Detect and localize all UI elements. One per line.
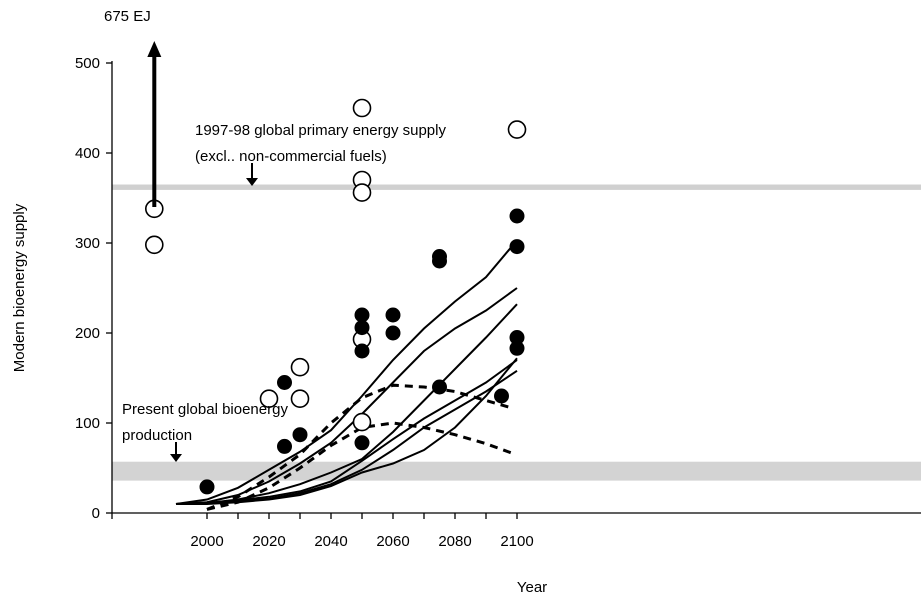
- filled-circle-point: [354, 343, 370, 359]
- x-axis-title: Year: [517, 579, 547, 596]
- present-production-label-line1: Present global bioenergy: [122, 401, 288, 418]
- open-circle-point: [507, 120, 527, 139]
- open-circle-point: [259, 389, 279, 409]
- primary-energy-supply-band: [112, 184, 921, 190]
- annotation-arrows: [147, 41, 258, 462]
- scenario-line-solid: [175, 287, 518, 505]
- filled-circle-point: [494, 388, 509, 404]
- primary-supply-label-line2: (excl.. non-commercial fuels): [195, 148, 387, 165]
- filled-circle-point: [385, 307, 401, 323]
- open-circle-point: [145, 235, 164, 255]
- filled-circle-point: [432, 379, 447, 395]
- y-tick-label: 300: [75, 235, 100, 252]
- y-tick-label: 0: [92, 505, 100, 522]
- x-tick-label: 2080: [438, 533, 471, 550]
- present-production-label-line2: production: [122, 427, 192, 444]
- scenario-line-dashed: [206, 421, 512, 511]
- filled-circle-point: [354, 435, 370, 451]
- reference-bands: [112, 184, 921, 481]
- present-production-arrow-head: [170, 454, 182, 462]
- scenario-line-solid: [175, 359, 518, 505]
- axes: 0 100 200 300 400 500 2000 2020 2040 2060 2080 2100: [75, 55, 921, 550]
- x-tick-label: 2000: [190, 533, 223, 550]
- x-tick-label: 2100: [500, 533, 533, 550]
- primary-supply-arrow-head: [246, 178, 258, 186]
- top-value-label: 675 EJ: [104, 8, 151, 25]
- filled-circle-point: [432, 253, 447, 269]
- x-tick-label: 2040: [314, 533, 347, 550]
- x-tick-label: 2020: [252, 533, 285, 550]
- filled-circle-point: [509, 208, 525, 224]
- open-circle-point: [290, 357, 310, 377]
- y-tick-label: 100: [75, 415, 100, 432]
- filled-circle-point: [509, 239, 525, 255]
- y-tick-label: 500: [75, 55, 100, 72]
- filled-circle-point: [354, 320, 370, 336]
- present-bioenergy-band: [112, 461, 921, 481]
- filled-circle-point: [277, 375, 292, 390]
- open-circle-point: [352, 183, 372, 202]
- y-tick-label: 400: [75, 145, 100, 162]
- scenario-line-dashed: [206, 383, 512, 511]
- filled-circle-point: [292, 427, 308, 443]
- filled-circle-point: [277, 438, 292, 454]
- primary-supply-label-line1: 1997-98 global primary energy supply: [195, 122, 446, 139]
- y-tick-label: 200: [75, 325, 100, 342]
- scenario-lines: [175, 239, 518, 511]
- range-arrow-head: [147, 41, 162, 57]
- filled-circle-point: [385, 325, 401, 341]
- data-points: [145, 98, 527, 495]
- x-tick-label: 2060: [376, 533, 409, 550]
- filled-circle-point: [199, 479, 215, 495]
- open-circle-point: [352, 98, 372, 118]
- scenario-line-solid: [176, 357, 518, 505]
- y-axis-title: Modern bioenergy supply: [11, 203, 28, 372]
- open-circle-point: [352, 412, 372, 432]
- filled-circle-point: [354, 307, 370, 323]
- open-circle-point: [290, 389, 310, 409]
- scenario-line-solid: [175, 239, 518, 505]
- filled-circle-point: [509, 340, 525, 356]
